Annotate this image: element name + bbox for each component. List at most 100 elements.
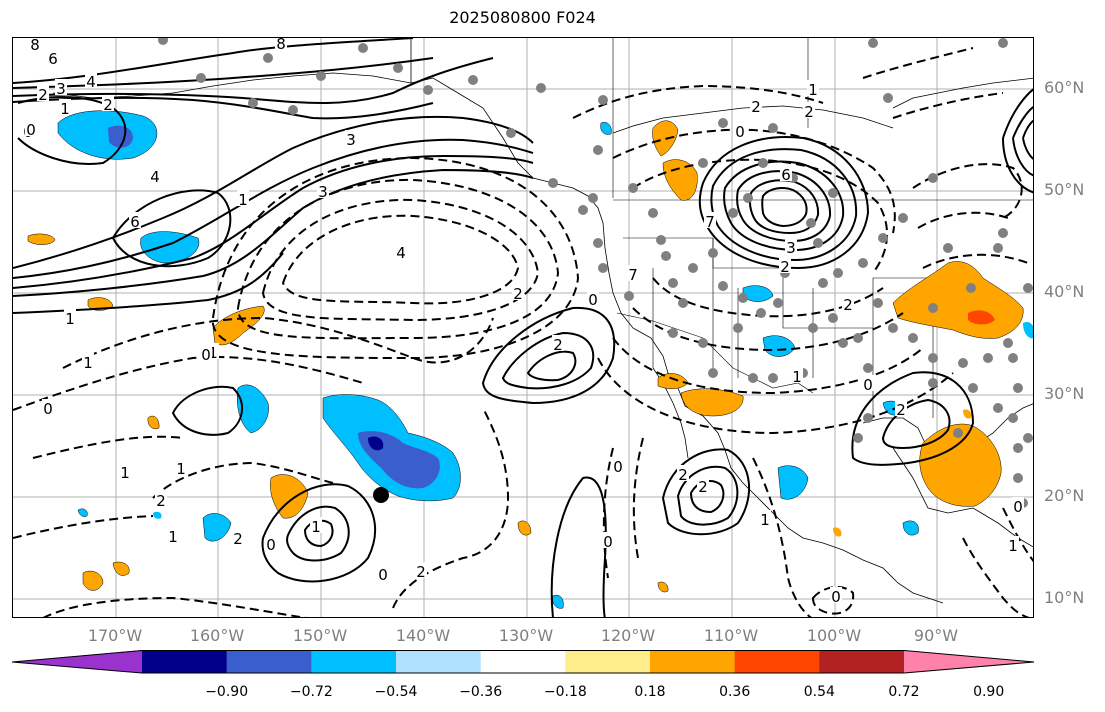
- contour-label: 0: [26, 121, 36, 139]
- contour-label: 2: [38, 86, 48, 104]
- contour-label: 1: [60, 100, 70, 118]
- contour-label-bg: [55, 79, 67, 95]
- contour-label-bg: [59, 99, 71, 115]
- colorbar-segment: [734, 650, 820, 673]
- contour-label: 2: [843, 296, 853, 314]
- contour-label-bg: [25, 120, 37, 136]
- contour-label-bg: [155, 491, 167, 507]
- contour-label-bg: [785, 238, 797, 254]
- contour-label: 2: [678, 466, 688, 484]
- contour-label: 2: [103, 96, 113, 114]
- contour-label: 8: [276, 38, 286, 53]
- colorbar-outline: [12, 650, 1035, 674]
- contour-label-bg: [677, 465, 689, 481]
- colorbar: [12, 650, 1035, 674]
- lon-label-170w: 170°W: [87, 626, 143, 645]
- contour-label-bg: [377, 565, 389, 581]
- colorbar-extend-high: [904, 650, 1034, 673]
- dashed-contours: [13, 47, 1033, 617]
- contour-label-bg: [310, 517, 322, 533]
- colorbar-segment: [650, 650, 736, 673]
- negative-shading: [57, 110, 1033, 609]
- colorbar-tick-label: 0.18: [634, 684, 666, 700]
- lat-label-40n: 40°N: [1044, 282, 1085, 301]
- contour-label: 4: [150, 168, 160, 186]
- contour-label-bg: [734, 122, 746, 138]
- contour-label-bg: [82, 353, 94, 369]
- lat-label-10n: 10°N: [1044, 588, 1085, 607]
- contour-label-bg: [759, 510, 771, 526]
- colorbar-segment: [142, 650, 228, 673]
- contour-label: 1: [311, 518, 321, 536]
- contour-label: 3: [56, 80, 66, 98]
- colorbar-tick-label: −0.90: [205, 684, 249, 700]
- contour-label-bg: [612, 457, 624, 473]
- lon-label-130w: 130°W: [498, 626, 554, 645]
- contour-label-bg: [102, 95, 114, 111]
- contour-label-bg: [167, 527, 179, 543]
- colorbar-tick-label: 0.90: [973, 684, 1005, 700]
- colorbar-segment: [565, 650, 651, 673]
- contour-label-bg: [85, 72, 97, 88]
- contour-label-bg: [807, 80, 819, 96]
- station-markers: [158, 38, 1033, 508]
- contour-label-bg: [37, 85, 49, 101]
- contour-label: 2: [513, 285, 523, 303]
- contour-label-bg: [149, 167, 161, 183]
- contour-label: 1: [208, 344, 218, 362]
- contour-label: 2: [804, 103, 814, 121]
- contour-label-bg: [697, 477, 709, 493]
- contour-label: 1: [168, 528, 178, 546]
- lat-label-20n: 20°N: [1044, 486, 1085, 505]
- contour-label: 0: [201, 346, 211, 364]
- contour-label: 3: [786, 239, 796, 257]
- contour-label: 6: [130, 213, 140, 231]
- colorbar-tick-label: 0.36: [719, 684, 751, 700]
- contour-label-bg: [265, 535, 277, 551]
- lon-label-120w: 120°W: [600, 626, 656, 645]
- contour-label: 2: [416, 563, 426, 581]
- colorbar-segment: [311, 650, 397, 673]
- contour-label: 0: [735, 123, 745, 141]
- contour-label: 3: [346, 131, 356, 149]
- contour-label-bg: [842, 295, 854, 311]
- colorbar-tick-label: 0.54: [803, 684, 835, 700]
- contour-label: 1: [83, 354, 93, 372]
- colorbar-segment: [819, 650, 905, 673]
- contour-label-bg: [317, 182, 329, 198]
- contour-label-bg: [627, 265, 639, 281]
- contour-label: 2: [896, 401, 906, 419]
- contour-label-bg: [345, 130, 357, 146]
- colorbar-extend-low: [12, 650, 142, 673]
- contour-label-bg: [175, 459, 187, 475]
- coastline: [52, 38, 1033, 604]
- contour-label-bg: [275, 38, 287, 50]
- contour-label-bg: [1007, 536, 1019, 552]
- contour-label: 0: [603, 533, 613, 551]
- contour-label: 0: [863, 376, 873, 394]
- contour-label: 1: [176, 460, 186, 478]
- colorbar-segment: [480, 650, 566, 673]
- colorbar-tick-label: 0.72: [888, 684, 920, 700]
- contour-label: 6: [48, 50, 58, 68]
- contour-label: 2: [780, 258, 790, 276]
- contour-label: 4: [86, 73, 96, 91]
- contour-label: 0: [266, 536, 276, 554]
- colorbar-tick-label: −0.18: [543, 684, 587, 700]
- contour-label-bg: [512, 284, 524, 300]
- solid-contours: [13, 38, 1033, 617]
- contour-label-bg: [29, 38, 41, 51]
- contour-label: 1: [1008, 537, 1018, 555]
- contour-label-bg: [119, 463, 131, 479]
- lon-label-140w: 140°W: [395, 626, 451, 645]
- contour-label-bg: [552, 335, 564, 351]
- storm-markers: [373, 487, 389, 503]
- contour-label: 0: [613, 458, 623, 476]
- contour-label-bg: [803, 102, 815, 118]
- colorbar-tick-label: −0.54: [374, 684, 418, 700]
- contour-label-bg: [862, 375, 874, 391]
- map-title: 2025080800 F024: [449, 8, 596, 27]
- lat-label-60n: 60°N: [1044, 78, 1085, 97]
- contour-label: 2: [698, 478, 708, 496]
- lon-label-110w: 110°W: [703, 626, 759, 645]
